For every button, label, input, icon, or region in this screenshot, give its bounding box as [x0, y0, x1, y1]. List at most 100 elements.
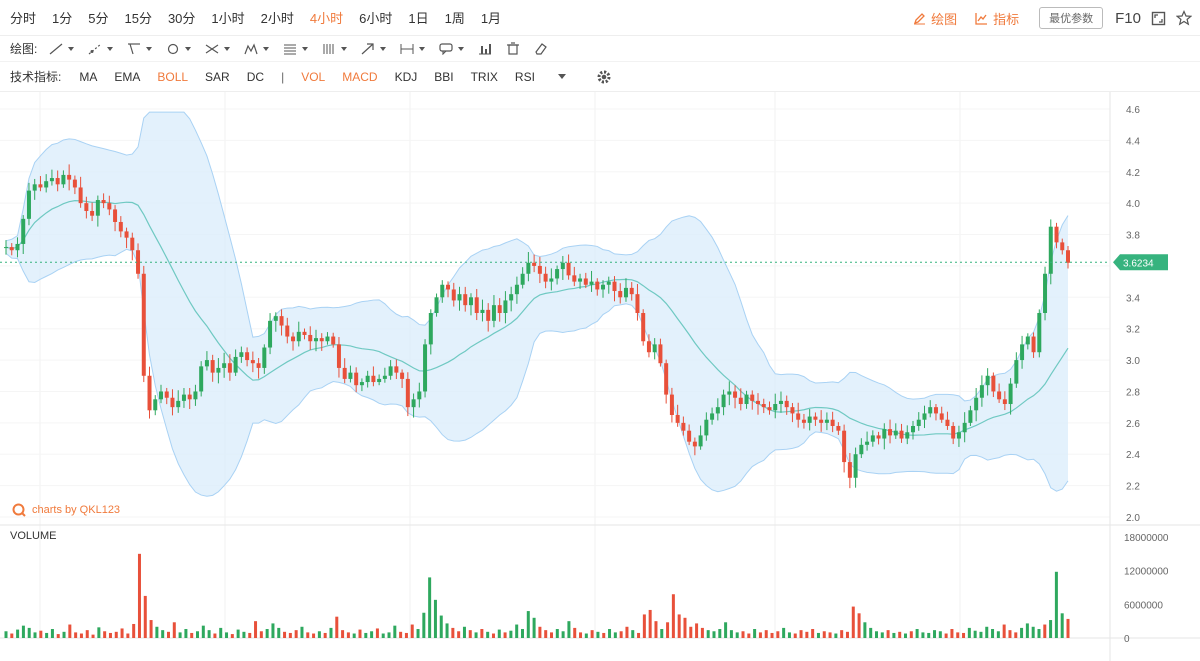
timeframe-9[interactable]: 1日	[408, 11, 429, 26]
candle-body-83	[480, 309, 485, 313]
channel-tool[interactable]	[127, 42, 153, 55]
volume-bar-3	[21, 625, 25, 638]
volume-bar-46	[271, 623, 275, 638]
volume-bar-169	[985, 626, 989, 638]
candle-body-149	[859, 444, 864, 455]
timeframe-1[interactable]: 1分	[52, 11, 73, 26]
volume-tick-2: 6000000	[1124, 600, 1163, 611]
price-tick-3: 4.0	[1126, 199, 1140, 210]
volume-bar-88	[515, 624, 519, 638]
indicator-main-sar[interactable]: SAR	[205, 69, 230, 84]
volume-bar-72	[422, 612, 426, 638]
candle-body-184	[1060, 242, 1065, 251]
candle-body-62	[359, 382, 364, 386]
more-indicators-caret[interactable]	[557, 74, 566, 79]
candle-body-112	[646, 341, 651, 353]
timeframe-10[interactable]: 1周	[444, 11, 465, 26]
timeframe-5[interactable]: 1小时	[211, 11, 245, 26]
candle-body-162	[933, 407, 938, 414]
candle-body-20	[118, 221, 123, 232]
gann-tool[interactable]	[322, 43, 348, 55]
indicator-main-ma[interactable]: MA	[79, 69, 98, 84]
candle-body-49	[285, 325, 290, 337]
candle-body-45	[262, 347, 267, 368]
candle-body-161	[928, 407, 933, 414]
ray-tool[interactable]	[88, 43, 114, 55]
timeframe-8[interactable]: 6小时	[359, 11, 393, 26]
shape-tool[interactable]	[166, 43, 192, 55]
eraser-tool[interactable]	[534, 42, 548, 55]
volume-bar-121	[706, 630, 710, 638]
candle-body-92	[532, 262, 537, 266]
right-toolbar: 绘图 指标 最优参数 F10	[895, 0, 1192, 36]
volume-bar-9	[56, 634, 60, 638]
volume-bar-69	[404, 632, 408, 638]
volume-bar-163	[950, 629, 954, 638]
price-tick-12: 2.2	[1126, 482, 1140, 493]
measure-tool[interactable]	[400, 43, 426, 55]
indicator-sub-rsi[interactable]: RSI	[514, 69, 535, 84]
measure-icon	[400, 43, 414, 54]
fullscreen-button[interactable]	[1151, 11, 1166, 26]
volume-bar-86	[503, 632, 507, 638]
indicator-label: 指标	[993, 11, 1020, 27]
volume-bar-59	[346, 632, 350, 638]
indicator-sub-trix[interactable]: TRIX	[470, 69, 498, 84]
candle-body-134	[773, 404, 778, 411]
fib-tool[interactable]	[205, 43, 231, 55]
params-button[interactable]: 最优参数	[1039, 7, 1104, 29]
candle-body-19	[113, 209, 118, 222]
settings-button[interactable]	[596, 69, 612, 85]
candle-body-0	[4, 247, 8, 249]
indicator-sub-macd[interactable]: MACD	[342, 69, 378, 84]
candle-body-68	[394, 366, 399, 373]
candle-body-171	[985, 375, 990, 386]
timeframe-7[interactable]: 4小时	[309, 11, 344, 26]
draw-button[interactable]: 绘图	[913, 9, 957, 28]
indicator-sub-vol[interactable]: VOL	[301, 69, 326, 84]
note-tool[interactable]	[439, 42, 465, 55]
indicator-main-boll[interactable]: BOLL	[157, 69, 189, 84]
candle-body-43	[250, 360, 255, 364]
pattern-tool[interactable]	[244, 42, 270, 55]
indicator-sub-kdj[interactable]: KDJ	[394, 69, 418, 84]
candle-body-70	[405, 378, 410, 408]
delete-tool[interactable]	[506, 42, 520, 55]
volume-bar-33	[196, 631, 200, 638]
volume-bar-167	[973, 630, 977, 638]
timeframe-3[interactable]: 15分	[124, 11, 152, 26]
timeframe-6[interactable]: 2小时	[260, 11, 294, 26]
candle-body-115	[664, 363, 669, 395]
levels-tool[interactable]	[283, 43, 309, 55]
volume-bar-50	[294, 630, 298, 638]
indicator-toolbar: 技术指标: MA EMA BOLL SAR DC | VOL MACD KDJ BBI TRIX…	[0, 62, 1200, 92]
bars-tool[interactable]	[478, 43, 492, 55]
indicator-button[interactable]: 指标	[975, 9, 1019, 28]
indicator-main-ema[interactable]: EMA	[114, 69, 141, 84]
timeframe-0[interactable]: 分时	[10, 11, 37, 26]
timeframe-11[interactable]: 1月	[480, 11, 502, 26]
candle-body-125	[721, 394, 726, 408]
timeframe-2[interactable]: 5分	[88, 11, 109, 26]
favorite-button[interactable]	[1176, 10, 1192, 26]
line-tool[interactable]	[49, 43, 75, 55]
price-chart[interactable]: 4.64.44.24.03.83.63.43.23.02.82.62.42.22…	[0, 92, 1200, 661]
candle-body-33	[193, 391, 198, 400]
price-tick-7: 3.2	[1126, 325, 1140, 336]
volume-bar-15	[91, 634, 95, 638]
volume-bar-6	[39, 630, 43, 638]
pattern-icon	[244, 42, 258, 54]
candle-body-26	[153, 399, 158, 411]
timeframe-4[interactable]: 30分	[167, 11, 196, 26]
volume-bar-93	[544, 630, 548, 638]
volume-bar-56	[329, 627, 333, 638]
indicator-sub-bbi[interactable]: BBI	[434, 69, 454, 84]
f10-button[interactable]: F10	[1115, 9, 1141, 27]
indicator-main-dc[interactable]: DC	[246, 69, 265, 84]
arrow-tool[interactable]	[361, 42, 387, 55]
volume-bar-20	[120, 628, 124, 638]
candle-body-42	[245, 352, 250, 361]
candle-body-156	[899, 430, 904, 439]
candle-body-32	[187, 394, 192, 400]
volume-bar-164	[956, 632, 960, 638]
